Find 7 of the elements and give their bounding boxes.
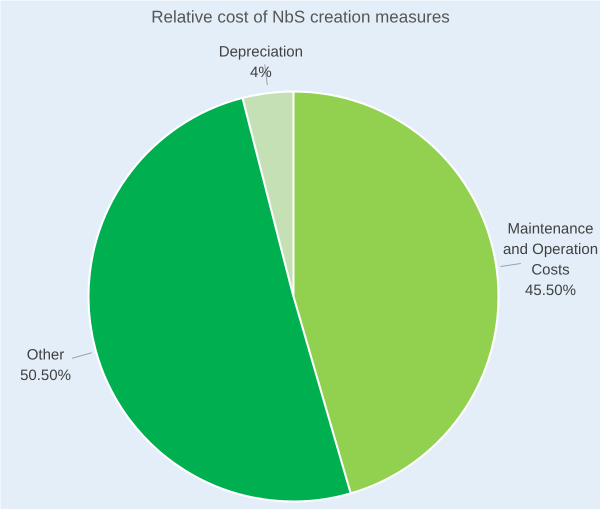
data-label: 50.50% <box>20 367 71 384</box>
slice-label: Other <box>26 346 64 364</box>
slice-label: Maintenance and Operation Costs <box>502 220 598 278</box>
data-label: 45.50% <box>525 282 576 299</box>
data-label: 4% <box>250 64 272 81</box>
slice-label: Depreciation <box>218 43 303 60</box>
chart-title: Relative cost of NbS creation measures <box>151 8 450 26</box>
